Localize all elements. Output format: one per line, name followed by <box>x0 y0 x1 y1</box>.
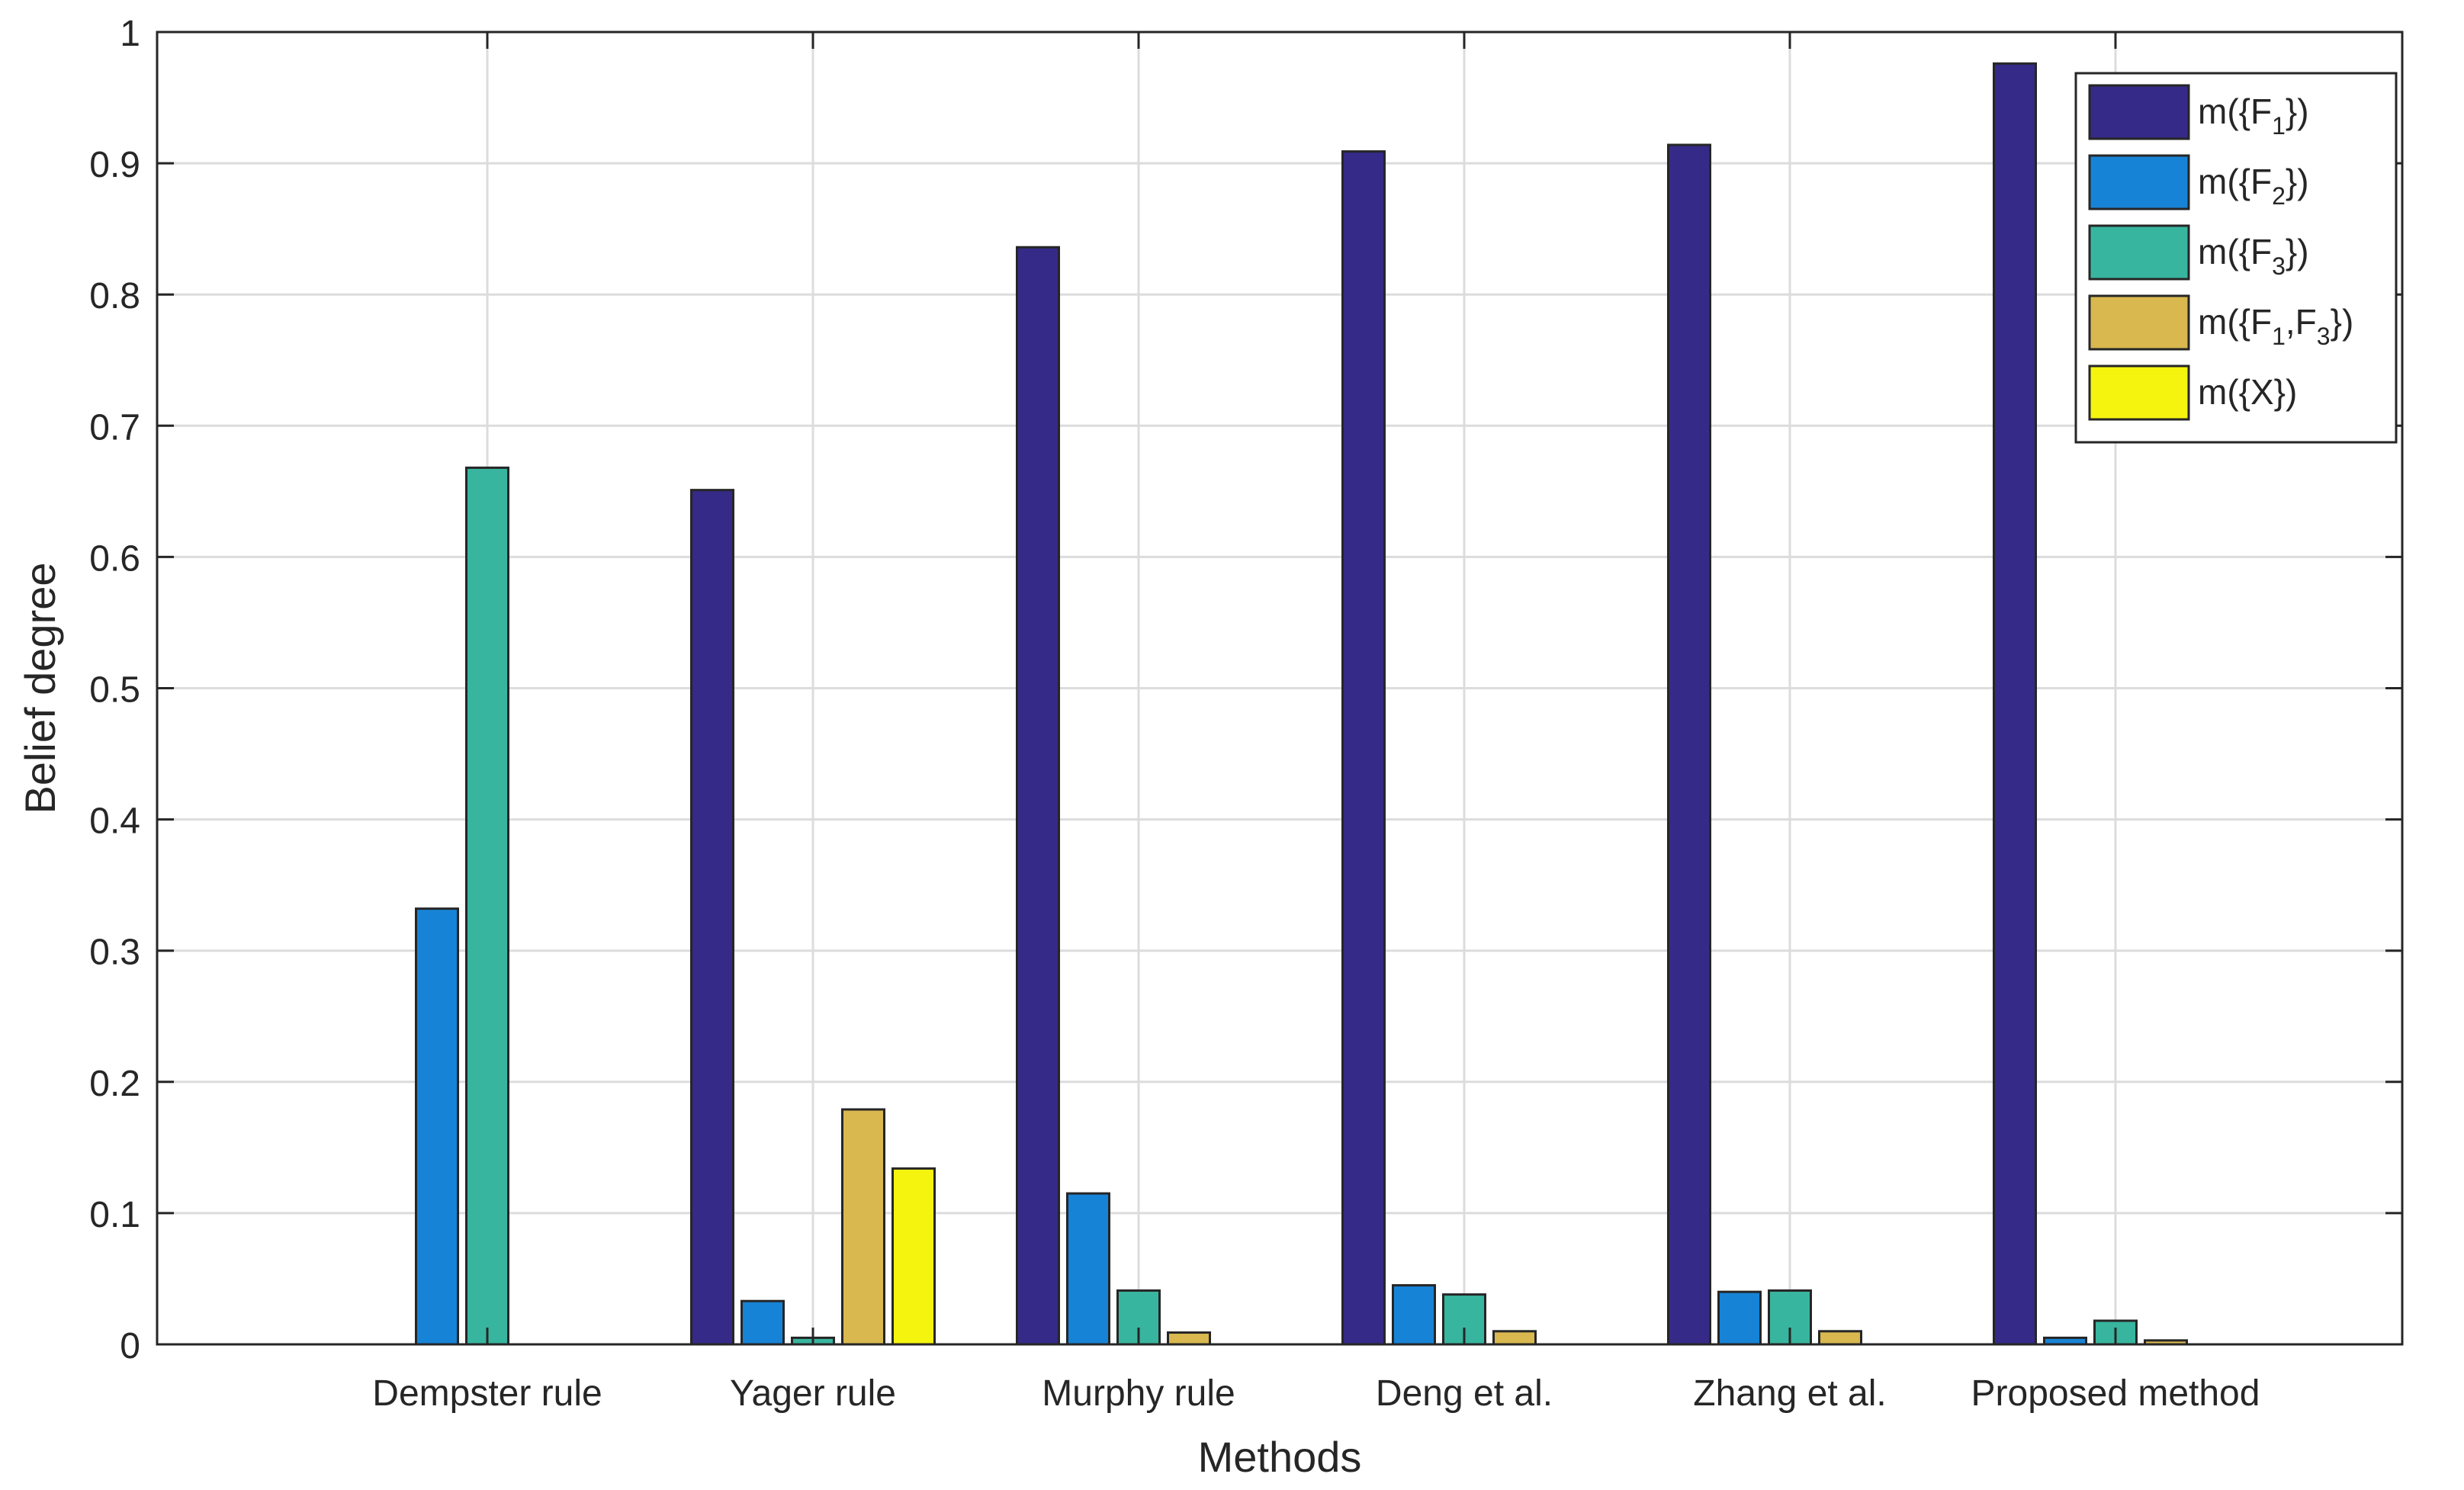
bar <box>1167 1331 1211 1346</box>
bar <box>841 1108 885 1346</box>
legend-label-text: }) <box>2286 232 2309 271</box>
legend-swatch <box>2088 364 2190 421</box>
legend-label-subscript: 1 <box>2272 323 2286 350</box>
legend-label-subscript: 3 <box>2272 252 2286 280</box>
y-tick-label: 0.2 <box>89 1064 140 1104</box>
legend-label: m({F1,F3}) <box>2198 302 2353 350</box>
legend-label: m({F3}) <box>2198 232 2309 280</box>
legend-swatch <box>2088 294 2190 351</box>
legend-label-text: }) <box>2286 162 2309 201</box>
x-tick-label: Dempster rule <box>372 1373 602 1414</box>
y-tick-label: 0 <box>120 1326 140 1366</box>
x-tick-label: Zhang et al. <box>1693 1373 1887 1414</box>
x-tick-label: Deng et al. <box>1376 1373 1553 1414</box>
legend-swatch <box>2088 84 2190 140</box>
bar <box>1066 1192 1110 1346</box>
y-tick-label: 0.6 <box>89 538 140 579</box>
legend-swatch <box>2088 224 2190 281</box>
legend-label-text: m({F <box>2198 232 2272 271</box>
bar <box>1492 1330 1537 1346</box>
y-tick-label: 0.1 <box>89 1195 140 1235</box>
legend: m({F1})m({F2})m({F3})m({F1,F3})m({X}) <box>2074 72 2398 444</box>
x-tick-label: Proposed method <box>1971 1373 2260 1414</box>
x-axis-label: Methods <box>1198 1433 1362 1481</box>
bar <box>415 907 459 1346</box>
y-tick-label: 0.4 <box>89 801 140 842</box>
bar <box>690 489 734 1346</box>
y-tick-label: 0.9 <box>89 145 140 185</box>
bars <box>415 62 2188 1346</box>
legend-label: m({X}) <box>2198 372 2297 412</box>
bar <box>1392 1284 1436 1346</box>
bar <box>1818 1330 1862 1346</box>
x-tick-label: Murphy rule <box>1042 1373 1235 1414</box>
bar <box>1717 1290 1762 1346</box>
legend-label-text: m({X}) <box>2198 372 2297 412</box>
y-axis-label: Belief degree <box>16 562 64 814</box>
legend-swatch <box>2088 154 2190 210</box>
legend-label-text: m({F <box>2198 162 2272 201</box>
legend-label: m({F1}) <box>2198 92 2309 140</box>
bar <box>1667 143 1711 1346</box>
x-tick-label: Yager rule <box>730 1373 896 1414</box>
bar <box>740 1299 785 1346</box>
y-tick-label: 0.8 <box>89 276 140 316</box>
legend-label-text: }) <box>2331 302 2354 342</box>
legend-label-subscript: 1 <box>2272 112 2286 140</box>
bar <box>465 466 509 1346</box>
x-axis-ticks: Dempster rule Yager rule Murphy rule Deng e… <box>372 32 2260 1414</box>
legend-label-subscript: 2 <box>2272 182 2286 210</box>
legend-label: m({F2}) <box>2198 162 2309 210</box>
y-tick-label: 0.3 <box>89 933 140 973</box>
legend-label-text: m({F <box>2198 302 2272 342</box>
y-tick-label: 0.7 <box>89 407 140 448</box>
legend-label-text: }) <box>2286 92 2309 131</box>
y-tick-label: 1 <box>120 14 140 54</box>
bar <box>1993 62 2037 1346</box>
legend-label-text: ,F <box>2286 302 2317 342</box>
bar <box>1116 1289 1161 1346</box>
legend-label-text: m({F <box>2198 92 2272 131</box>
bar <box>1341 150 1386 1346</box>
bar <box>1016 246 1060 1346</box>
y-tick-label: 0.5 <box>89 670 140 711</box>
bar <box>891 1167 936 1346</box>
legend-label-subscript: 3 <box>2317 323 2331 350</box>
